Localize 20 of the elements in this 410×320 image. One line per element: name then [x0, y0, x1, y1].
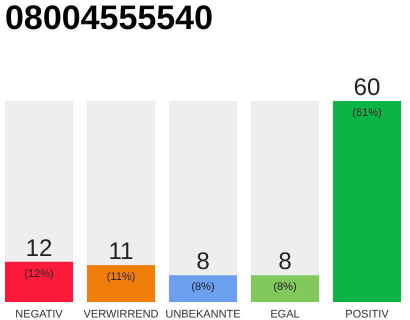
bar [250, 275, 320, 302]
annotation: (61%) [352, 107, 382, 119]
data-label: 8 [278, 248, 292, 276]
x-tick-label: UNBEKANNTE [165, 308, 241, 320]
x-tick-label: NEGATIV [15, 308, 64, 320]
bar [86, 265, 156, 302]
chart-title: 08004555540 [5, 0, 214, 37]
annotation: (12%) [24, 268, 54, 280]
data-label: 12 [26, 234, 52, 262]
bar [168, 275, 238, 302]
annotation: (8%) [273, 281, 297, 294]
data-label: 11 [108, 238, 134, 266]
annotation: (11%) [106, 271, 136, 284]
bar [5, 262, 74, 302]
data-label: 8 [196, 248, 210, 276]
data-label: 60 [354, 74, 380, 101]
annotation: (8%) [191, 281, 215, 294]
x-tick-label: POSITIV [345, 308, 390, 320]
x-tick-label: EGAL [270, 308, 300, 320]
x-tick-label: VERWIRREND [84, 308, 159, 320]
